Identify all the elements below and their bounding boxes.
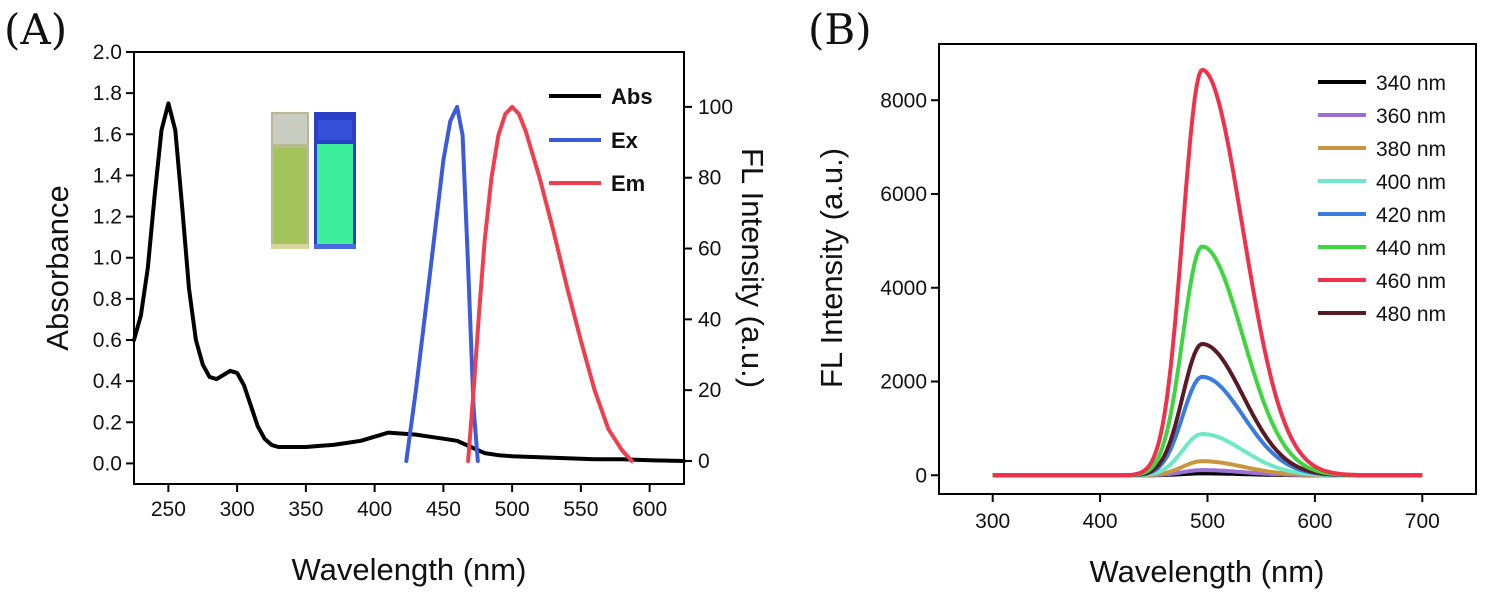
chart-a-series bbox=[132, 101, 686, 463]
chart-a-y2label: FL Intensity (a.u.) bbox=[735, 148, 770, 388]
chart-a-ytick-label: 0.8 bbox=[93, 288, 122, 311]
chart-a-y2tick-label: 40 bbox=[698, 308, 721, 331]
chart-a-ytick-label: 1.2 bbox=[93, 206, 122, 229]
chart-a-ytick-label: 2.0 bbox=[93, 41, 122, 64]
chart-b-xtick-label: 600 bbox=[1297, 510, 1332, 533]
chart-a-y2tick-label: 0 bbox=[698, 450, 710, 473]
legend-480-nm-label: 480 nm bbox=[1376, 303, 1446, 326]
chart-b-ytick-label: 2000 bbox=[880, 371, 927, 394]
chart-b-xtick-label: 700 bbox=[1405, 510, 1440, 533]
chart-a-xtick-label: 300 bbox=[220, 498, 255, 521]
legend-400-nm-label: 400 nm bbox=[1376, 171, 1446, 194]
series-abs-line bbox=[132, 101, 686, 463]
chart-a-xtick-label: 600 bbox=[632, 498, 667, 521]
series-460-nm-line bbox=[992, 67, 1423, 478]
chart-a-xtick-label: 550 bbox=[563, 498, 598, 521]
chart-b-xlabel: Wavelength (nm) bbox=[1090, 554, 1325, 589]
panel-b-label: (B) bbox=[808, 5, 872, 54]
legend-460-nm-label: 460 nm bbox=[1376, 270, 1446, 293]
chart-a-ytick-label: 1.6 bbox=[93, 123, 122, 146]
chart-a-ytick-label: 0.4 bbox=[93, 370, 123, 393]
legend-em-label: Em bbox=[611, 171, 645, 196]
cuvette-photo-inset bbox=[271, 112, 356, 249]
legend-360-nm-label: 360 nm bbox=[1376, 105, 1446, 128]
chart-a: 250 300 350 400 450 500 550 6000.00.20.40.60.81… bbox=[40, 41, 770, 587]
chart-a-y2tick-label: 20 bbox=[698, 379, 721, 402]
chart-a-frame bbox=[133, 51, 685, 485]
chart-b-ytick-label: 0 bbox=[915, 464, 927, 487]
chart-b-ylabel: FL Intensity (a.u.) bbox=[814, 148, 849, 388]
legend-340-nm-label: 340 nm bbox=[1376, 72, 1446, 95]
chart-a-xtick-label: 500 bbox=[495, 498, 530, 521]
chart-a-ylabel: Absorbance bbox=[40, 185, 75, 350]
series-480-nm-line bbox=[992, 342, 1423, 478]
legend-420-nm-label: 420 nm bbox=[1376, 204, 1446, 227]
chart-a-y2tick-label: 80 bbox=[698, 167, 721, 190]
chart-a-xtick-label: 250 bbox=[151, 498, 186, 521]
chart-a-xtick-label: 350 bbox=[288, 498, 323, 521]
legend-ex-label: Ex bbox=[611, 128, 639, 153]
panel-a-label: (A) bbox=[4, 5, 67, 54]
series-em-line bbox=[466, 104, 634, 463]
chart-b-ytick-label: 8000 bbox=[880, 89, 927, 112]
chart-a-ticks: 250 300 350 400 450 500 550 6000.00.20.40.60.81… bbox=[93, 41, 733, 521]
chart-a-legend: Abs Ex Em bbox=[549, 84, 653, 196]
chart-b-legend: 340 nm 360 nm 380 nm 400 nm 420 nm 440 nm 460 … bbox=[1318, 72, 1446, 326]
series-ex-line bbox=[404, 104, 480, 463]
chart-b-ytick-label: 4000 bbox=[880, 277, 927, 300]
chart-a-ytick-label: 1.4 bbox=[93, 164, 123, 187]
chart-a-xtick-label: 400 bbox=[357, 498, 392, 521]
chart-a-xlabel: Wavelength (nm) bbox=[292, 552, 527, 587]
chart-a-ytick-label: 0.6 bbox=[93, 329, 122, 352]
chart-b-xtick-label: 500 bbox=[1190, 510, 1225, 533]
chart-a-ytick-label: 0.2 bbox=[93, 411, 122, 434]
chart-b-xtick-label: 300 bbox=[975, 510, 1010, 533]
legend-440-nm-label: 440 nm bbox=[1376, 237, 1446, 260]
chart-a-y2tick-label: 100 bbox=[698, 96, 733, 119]
legend-380-nm-label: 380 nm bbox=[1376, 138, 1446, 161]
chart-a-ytick-label: 1.8 bbox=[93, 82, 122, 105]
chart-a-y2tick-label: 60 bbox=[698, 238, 721, 261]
chart-b-frame bbox=[938, 43, 1477, 495]
chart-b-ytick-label: 6000 bbox=[880, 183, 927, 206]
chart-a-ytick-label: 1.0 bbox=[93, 247, 122, 270]
chart-a-ytick-label: 0.0 bbox=[93, 452, 122, 475]
chart-b-xtick-label: 400 bbox=[1083, 510, 1118, 533]
chart-a-xtick-label: 450 bbox=[426, 498, 461, 521]
legend-abs-label: Abs bbox=[611, 84, 653, 109]
chart-b-ticks: 300 400 500 600 700 0 2000 4000 6000 8000 bbox=[880, 89, 1440, 533]
chart-b-series bbox=[992, 67, 1423, 478]
